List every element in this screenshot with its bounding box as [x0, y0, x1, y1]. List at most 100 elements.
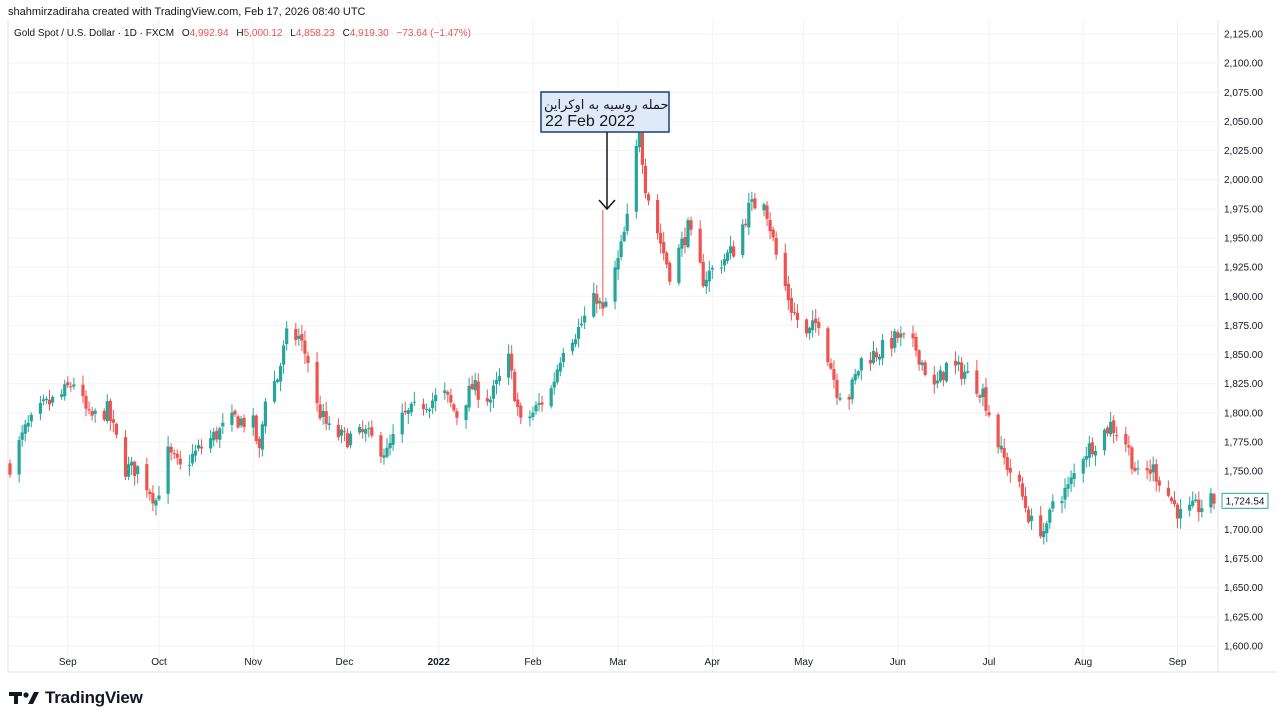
candle-body	[540, 402, 544, 405]
legend-change: −73.64 (−1.47%)	[397, 28, 472, 39]
candle-body	[978, 395, 982, 398]
candle-body	[199, 446, 204, 449]
candle-body	[513, 371, 517, 401]
candle-body	[583, 315, 587, 323]
tradingview-wordmark: TradingView	[45, 688, 143, 707]
candle-body	[935, 380, 939, 384]
candle-body	[339, 429, 344, 436]
candle-body	[1081, 459, 1085, 474]
candle-body	[619, 241, 623, 258]
candle-body	[133, 461, 137, 476]
candle-body	[719, 267, 724, 269]
candle-body	[774, 237, 778, 255]
y-tick-label: 2,125.00	[1224, 30, 1263, 41]
candle-body	[838, 397, 842, 400]
candle-body	[999, 445, 1003, 450]
candle-body	[105, 401, 109, 422]
candle-body	[957, 361, 961, 365]
candle-body	[321, 410, 325, 417]
candle-body	[987, 412, 991, 416]
candle-body	[446, 391, 450, 395]
y-tick-label: 1,875.00	[1224, 321, 1263, 332]
candle-body	[1188, 504, 1192, 511]
candle-body	[20, 432, 24, 440]
candle-body	[613, 267, 617, 302]
annotation-callout[interactable]: حمله روسیه به اوکراین 22 Feb 2022	[540, 91, 670, 211]
candle-body	[370, 427, 374, 436]
candle-body	[230, 412, 234, 425]
candle-body	[455, 411, 459, 418]
y-tick-label: 2,050.00	[1224, 117, 1263, 128]
legend-open-value: 4,992.94	[190, 28, 229, 39]
candle-body	[1148, 469, 1152, 474]
y-tick-label: 1,650.00	[1224, 583, 1263, 594]
annotation-line-2: 22 Feb 2022	[545, 113, 635, 130]
candle-body	[622, 231, 626, 241]
candle-body	[829, 363, 833, 369]
candle-body	[497, 376, 502, 382]
tradingview-brand[interactable]: TradingView	[9, 688, 143, 708]
candle-body	[403, 410, 407, 413]
annotation-arrow-head	[598, 199, 616, 211]
candle-body	[741, 224, 745, 256]
candle-body	[123, 437, 128, 477]
candle-body	[1194, 499, 1198, 502]
candle-body	[710, 267, 714, 270]
tradingview-logo-icon	[9, 692, 39, 704]
x-tick-label: Feb	[524, 657, 542, 668]
legend-symbol: Gold Spot / U.S. Dollar · 1D · FXCM	[14, 28, 174, 39]
candle-body	[1172, 500, 1177, 505]
candle-body	[601, 302, 605, 309]
candle-body	[126, 464, 131, 477]
candle-body	[215, 430, 219, 440]
candle-body	[1209, 493, 1213, 508]
candle-body	[108, 400, 112, 422]
candle-body	[1063, 487, 1067, 500]
candle-body	[573, 339, 578, 345]
time-axis[interactable]: Sep Oct Nov Dec 2022 Feb Mar Apr May Jun Jul Aug Sep	[59, 657, 1187, 668]
x-tick-label: 2022	[428, 657, 451, 668]
candle-body	[72, 384, 76, 387]
candle-body	[762, 204, 766, 211]
candle-body	[427, 409, 432, 412]
candle-body	[114, 423, 119, 435]
candle-body	[570, 342, 575, 352]
candle-body	[677, 247, 681, 284]
y-tick-label: 2,100.00	[1224, 59, 1263, 70]
candle-body	[400, 412, 404, 435]
candle-body	[975, 370, 979, 394]
candle-body	[29, 414, 33, 422]
price-axis[interactable]: 2,125.00 2,100.00 2,075.00 2,050.00 2,025.00…	[1224, 30, 1263, 653]
candle-body	[871, 350, 876, 364]
candle-body	[853, 374, 857, 381]
candle-body	[1087, 443, 1091, 458]
candle-body	[306, 355, 310, 364]
candle-body	[69, 386, 73, 388]
candle-body	[531, 412, 535, 418]
candle-body	[81, 384, 85, 397]
y-tick-label: 1,825.00	[1224, 379, 1263, 390]
candle-body	[704, 279, 708, 287]
x-tick-label: Oct	[151, 657, 167, 668]
candle-body	[960, 362, 964, 380]
candle-body	[552, 381, 556, 388]
candle-body	[1066, 484, 1070, 489]
candle-body	[257, 438, 261, 448]
candle-body	[467, 385, 471, 408]
candle-body	[1023, 496, 1028, 509]
candles	[8, 98, 1216, 545]
candle-body	[1002, 447, 1006, 458]
candle-body	[345, 433, 350, 448]
candle-body	[239, 418, 243, 426]
legend-close-label: C	[343, 28, 350, 39]
candle-body	[242, 417, 246, 428]
candle-body	[643, 165, 648, 194]
annotation-line-1: حمله روسیه به اوکراین	[544, 98, 669, 113]
candle-body	[1212, 494, 1216, 504]
candle-body	[1026, 509, 1031, 523]
last-price-value: 1,724.54	[1226, 496, 1265, 507]
candle-body	[981, 388, 985, 398]
candle-body	[595, 293, 599, 304]
candle-body	[868, 359, 873, 364]
